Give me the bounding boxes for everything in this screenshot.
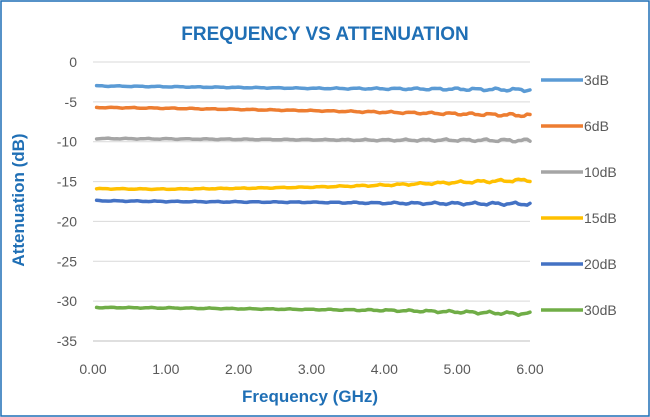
x-tick-label: 5.00 <box>444 361 471 377</box>
x-tick-label: 1.00 <box>152 361 179 377</box>
legend-label: 6dB <box>584 118 609 134</box>
legend-label: 30dB <box>584 302 617 318</box>
series-layer <box>94 83 532 318</box>
legend-label: 3dB <box>584 72 609 88</box>
y-tick-label: -5 <box>65 94 78 110</box>
legend-label: 15dB <box>584 210 617 226</box>
x-axis-title: Frequency (GHz) <box>242 387 378 406</box>
chart-title: FREQUENCY VS ATTENUATION <box>181 24 468 45</box>
series-line-20dB <box>94 198 532 208</box>
y-tick-label: -10 <box>57 134 77 150</box>
y-tick-label: -30 <box>57 293 77 309</box>
y-tick-label: -20 <box>57 213 77 229</box>
series-line-10dB <box>94 136 532 144</box>
legend: 3dB 6dB 10dB 15dB 20dB 30dB <box>541 72 617 318</box>
x-tick-label: 2.00 <box>225 361 252 377</box>
x-tick-label: 0.00 <box>79 361 106 377</box>
y-tick-label: 0 <box>69 54 77 70</box>
x-tick-label: 6.00 <box>516 361 543 377</box>
x-tick-label: 4.00 <box>371 361 398 377</box>
series-line-3dB <box>94 83 532 94</box>
y-tick-label: -35 <box>57 333 77 349</box>
series-line-30dB <box>94 305 532 318</box>
legend-label: 20dB <box>584 256 617 272</box>
grid-layer <box>93 61 530 342</box>
ticks-layer: 0 -5 -10 -15 -20 -25 -30 -350.00 1.00 2.00 3.00 4.0… <box>57 54 544 377</box>
y-tick-label: -25 <box>57 253 77 269</box>
x-tick-label: 3.00 <box>298 361 325 377</box>
y-axis-title: Attenuation (dB) <box>9 133 28 266</box>
legend-label: 10dB <box>584 164 617 180</box>
series-line-6dB <box>94 105 532 119</box>
y-tick-label: -15 <box>57 174 77 190</box>
series-line-15dB <box>94 177 532 192</box>
